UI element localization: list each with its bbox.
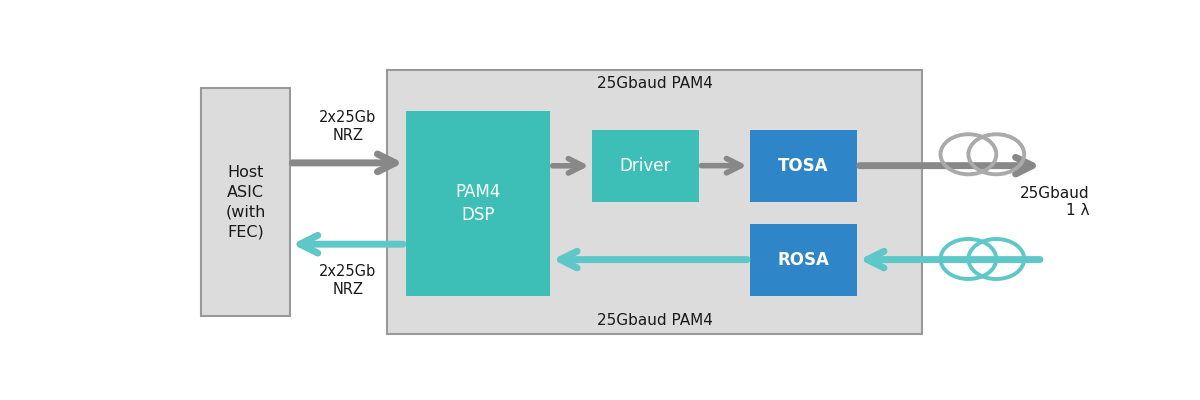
- FancyBboxPatch shape: [388, 70, 922, 334]
- FancyBboxPatch shape: [750, 130, 857, 202]
- FancyBboxPatch shape: [592, 130, 698, 202]
- Text: 25Gbaud
1 λ: 25Gbaud 1 λ: [1020, 186, 1090, 218]
- FancyBboxPatch shape: [202, 88, 289, 316]
- Text: ROSA: ROSA: [778, 251, 829, 269]
- Text: 25Gbaud PAM4: 25Gbaud PAM4: [598, 313, 713, 328]
- Text: 25Gbaud PAM4: 25Gbaud PAM4: [598, 76, 713, 91]
- Text: TOSA: TOSA: [778, 157, 828, 175]
- Text: Host
ASIC
(with
FEC): Host ASIC (with FEC): [226, 165, 265, 239]
- FancyBboxPatch shape: [406, 111, 550, 296]
- Text: 2x25Gb
NRZ: 2x25Gb NRZ: [319, 110, 377, 143]
- Text: PAM4
DSP: PAM4 DSP: [455, 183, 500, 224]
- Text: 2x25Gb
NRZ: 2x25Gb NRZ: [319, 264, 377, 297]
- FancyBboxPatch shape: [750, 224, 857, 296]
- Text: Driver: Driver: [619, 157, 671, 175]
